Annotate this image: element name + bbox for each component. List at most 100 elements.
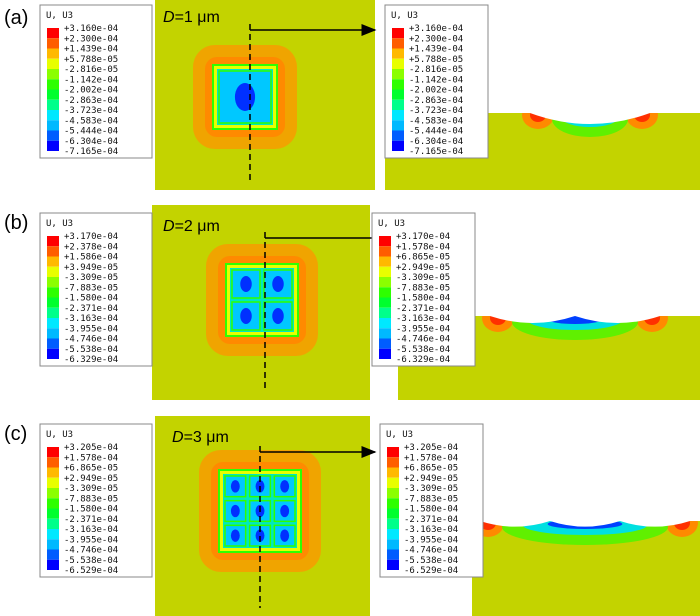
legend-value: -1.142e-04 xyxy=(64,75,118,85)
legend-value: +5.788e-05 xyxy=(64,55,118,65)
cell-core xyxy=(234,83,256,111)
legend-value: +3.205e-04 xyxy=(64,443,118,453)
legend-value: -2.002e-04 xyxy=(64,86,118,96)
legend-value: -3.163e-04 xyxy=(64,314,118,324)
legend-value: -4.746e-04 xyxy=(404,546,458,556)
legend-value: +1.578e-04 xyxy=(64,453,118,463)
legend-value: -5.538e-04 xyxy=(64,345,118,355)
legend-value: -2.863e-04 xyxy=(409,96,463,106)
legend-swatch xyxy=(47,120,59,131)
dimension-symbol: D xyxy=(163,218,175,235)
legend-value: +1.578e-04 xyxy=(396,242,450,252)
legend-swatch xyxy=(392,110,404,121)
cell-core xyxy=(272,308,284,324)
legend-swatch xyxy=(47,467,59,478)
legend-swatch xyxy=(379,277,391,288)
legend-value: +3.205e-04 xyxy=(404,443,458,453)
legend-value: +2.300e-04 xyxy=(409,34,463,44)
legend-swatch xyxy=(392,58,404,69)
legend-swatch xyxy=(387,559,399,570)
legend-value: -3.955e-04 xyxy=(396,324,450,334)
legend-value: -5.538e-04 xyxy=(404,556,458,566)
legend-swatch xyxy=(47,348,59,359)
legend-swatch xyxy=(392,130,404,141)
legend-value: -7.883e-05 xyxy=(396,283,450,293)
legend-value: +3.170e-04 xyxy=(64,232,118,242)
legend-swatch xyxy=(47,539,59,550)
legend-value: +3.170e-04 xyxy=(396,232,450,242)
legend-swatch xyxy=(47,266,59,277)
legend-swatch xyxy=(379,256,391,267)
legend-value: -7.883e-05 xyxy=(64,494,118,504)
legend-swatch xyxy=(392,89,404,100)
legend-swatch xyxy=(387,467,399,478)
legend-value: -2.863e-04 xyxy=(64,96,118,106)
legend-swatch xyxy=(387,447,399,458)
legend-swatch xyxy=(47,110,59,121)
dimension-symbol: D xyxy=(163,9,175,26)
legend-value: -6.304e-04 xyxy=(409,137,463,147)
cell-core xyxy=(272,276,284,292)
legend-value: -5.538e-04 xyxy=(64,556,118,566)
legend-value: +5.788e-05 xyxy=(409,55,463,65)
legend-value: +2.300e-04 xyxy=(64,34,118,44)
legend-swatch xyxy=(47,69,59,80)
legend-value: -1.580e-04 xyxy=(396,294,450,304)
legend-value: -3.955e-04 xyxy=(64,535,118,545)
legend-swatch xyxy=(387,498,399,509)
cell-core xyxy=(240,276,252,292)
legend-value: +2.949e-05 xyxy=(404,474,458,484)
legend-value: +2.378e-04 xyxy=(64,242,118,252)
legend-swatch xyxy=(392,99,404,110)
legend-swatch xyxy=(47,48,59,59)
legend-value: -1.580e-04 xyxy=(404,505,458,515)
legend-value: -3.955e-04 xyxy=(64,324,118,334)
legend-swatch xyxy=(392,120,404,131)
legend-swatch xyxy=(379,236,391,247)
legend-value: -3.955e-04 xyxy=(404,535,458,545)
legend-swatch xyxy=(47,246,59,257)
legend-title: U, U3 xyxy=(391,11,418,21)
legend-value: -3.723e-04 xyxy=(64,106,118,116)
legend-swatch xyxy=(392,28,404,39)
legend-value: +1.439e-04 xyxy=(409,45,463,55)
legend-value: -2.371e-04 xyxy=(404,515,458,525)
legend-swatch xyxy=(47,89,59,100)
cell-core xyxy=(280,504,290,518)
cell-core xyxy=(230,504,240,518)
legend-value: -2.002e-04 xyxy=(409,86,463,96)
legend-swatch xyxy=(47,488,59,499)
dimension-symbol: D xyxy=(172,429,184,446)
legend-title: U, U3 xyxy=(46,430,73,440)
legend-swatch xyxy=(47,529,59,540)
legend-swatch xyxy=(47,130,59,141)
legend-value: -3.163e-04 xyxy=(404,525,458,535)
legend-swatch xyxy=(47,236,59,247)
legend-value: +2.949e-05 xyxy=(64,474,118,484)
legend-value: -4.583e-04 xyxy=(409,116,463,126)
legend-value: -4.746e-04 xyxy=(64,546,118,556)
cell-core xyxy=(280,529,290,542)
legend-swatch xyxy=(387,488,399,499)
legend-swatch xyxy=(387,518,399,529)
legend-swatch xyxy=(47,549,59,560)
legend-swatch xyxy=(392,48,404,59)
legend-swatch xyxy=(387,549,399,560)
legend-value: -2.371e-04 xyxy=(64,304,118,314)
legend-value: +3.949e-05 xyxy=(64,263,118,273)
legend-swatch xyxy=(392,79,404,90)
legend-value: -3.163e-04 xyxy=(396,314,450,324)
legend-value: -4.583e-04 xyxy=(64,116,118,126)
legend-swatch xyxy=(392,140,404,151)
legend-swatch xyxy=(47,38,59,49)
legend-value: -6.529e-04 xyxy=(404,566,458,576)
legend-value: +6.865e-05 xyxy=(64,464,118,474)
legend-value: -1.580e-04 xyxy=(64,294,118,304)
legend-value: -3.309e-05 xyxy=(396,273,450,283)
cell-core xyxy=(230,529,240,542)
legend-value: -5.538e-04 xyxy=(396,345,450,355)
legend-swatch xyxy=(47,277,59,288)
legend-value: -2.371e-04 xyxy=(64,515,118,525)
dimension-label: D=3 μm xyxy=(172,429,229,446)
legend-value: -3.309e-05 xyxy=(404,484,458,494)
